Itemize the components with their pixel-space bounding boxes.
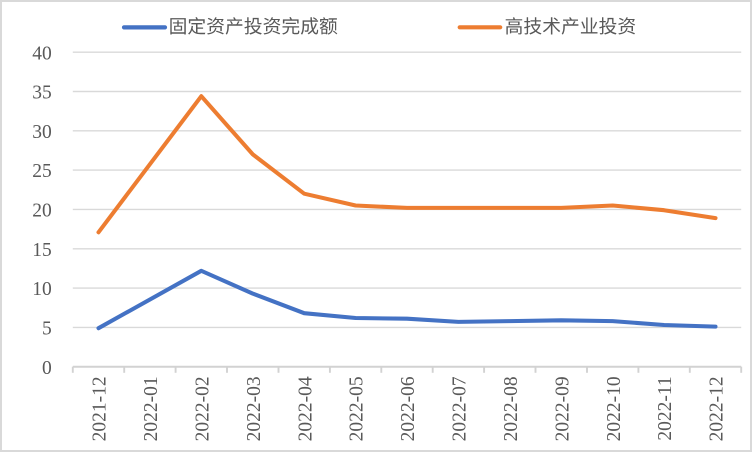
- svg-text:2022-11: 2022-11: [655, 376, 676, 440]
- svg-text:10: 10: [32, 279, 52, 300]
- svg-text:2021-12: 2021-12: [90, 376, 111, 441]
- svg-text:2022-09: 2022-09: [552, 376, 573, 441]
- svg-text:2022-08: 2022-08: [501, 376, 522, 441]
- svg-text:2022-01: 2022-01: [141, 376, 162, 441]
- svg-text:30: 30: [32, 122, 52, 143]
- svg-text:2022-03: 2022-03: [244, 376, 265, 441]
- svg-text:20: 20: [32, 201, 52, 222]
- svg-text:2022-04: 2022-04: [295, 376, 316, 441]
- svg-text:15: 15: [32, 240, 52, 261]
- svg-text:35: 35: [32, 83, 52, 104]
- svg-text:2022-02: 2022-02: [192, 376, 213, 441]
- svg-text:2022-05: 2022-05: [347, 376, 368, 441]
- svg-text:5: 5: [42, 319, 52, 340]
- svg-text:2022-12: 2022-12: [707, 376, 728, 441]
- svg-text:40: 40: [32, 43, 52, 64]
- svg-text:0: 0: [42, 358, 52, 379]
- svg-text:2022-06: 2022-06: [398, 376, 419, 441]
- svg-text:25: 25: [32, 161, 52, 182]
- svg-text:2022-10: 2022-10: [604, 376, 625, 441]
- svg-text:2022-07: 2022-07: [450, 376, 471, 441]
